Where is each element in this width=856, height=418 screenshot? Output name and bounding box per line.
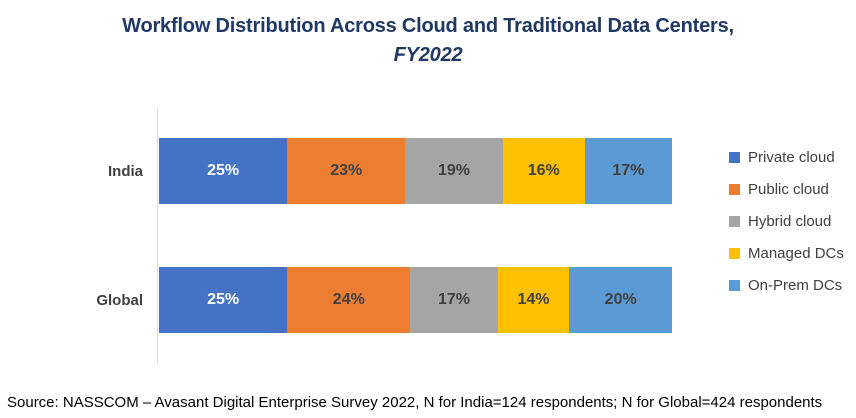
data-label: 17% <box>612 162 645 179</box>
legend-swatch-icon <box>729 279 740 291</box>
legend-swatch-icon <box>729 183 740 195</box>
plot-area: India Global 25% 23% 19% 16% 17% 25% 24% 17% 14% 20… <box>0 108 856 364</box>
legend-label: On-Prem DCs <box>748 276 843 294</box>
source-note: Source: NASSCOM – Avasant Digital Enterp… <box>7 394 823 411</box>
legend-label: Private cloud <box>748 148 835 166</box>
legend-item-hybrid-cloud: Hybrid cloud <box>729 211 844 231</box>
legend-label: Public cloud <box>748 180 829 198</box>
legend-item-public-cloud: Public cloud <box>729 179 844 199</box>
legend-swatch-icon <box>729 247 740 259</box>
bar-segment-india-public-cloud: 23% <box>287 138 406 204</box>
legend-item-on-prem-dcs: On-Prem DCs <box>729 275 844 295</box>
bar-segment-global-hybrid-cloud: 17% <box>410 267 498 333</box>
legend-swatch-icon <box>729 151 740 163</box>
category-label-global: Global <box>96 291 143 309</box>
data-label: 16% <box>527 162 560 179</box>
legend-item-managed-dcs: Managed DCs <box>729 243 844 263</box>
stacked-bar-global: 25% 24% 17% 14% 20% <box>159 267 672 333</box>
legend: Private cloud Public cloud Hybrid cloud Man… <box>729 147 844 295</box>
bar-segment-global-managed-dcs: 14% <box>497 267 570 333</box>
bar-segment-india-private-cloud: 25% <box>159 138 288 204</box>
chart-title-line1: Workflow Distribution Across Cloud and T… <box>122 15 734 37</box>
legend-label: Managed DCs <box>748 244 844 262</box>
chart-title: Workflow Distribution Across Cloud and T… <box>0 12 856 70</box>
bar-segment-global-on-prem-dcs: 20% <box>569 267 672 333</box>
data-label: 17% <box>437 291 470 308</box>
data-label: 25% <box>207 291 240 308</box>
bar-segment-global-private-cloud: 25% <box>159 267 288 333</box>
category-label-india: India <box>107 162 143 180</box>
data-label: 20% <box>604 291 637 308</box>
y-axis-line <box>157 108 158 364</box>
data-label: 14% <box>517 291 550 308</box>
legend-label: Hybrid cloud <box>748 212 832 230</box>
bar-segment-india-managed-dcs: 16% <box>502 138 585 204</box>
legend-item-private-cloud: Private cloud <box>729 147 844 167</box>
bar-segment-india-hybrid-cloud: 19% <box>405 138 503 204</box>
stacked-bar-india: 25% 23% 19% 16% 17% <box>159 138 672 204</box>
bar-segment-india-on-prem-dcs: 17% <box>584 138 672 204</box>
chart-title-line2: FY2022 <box>393 44 463 66</box>
data-label: 25% <box>207 162 240 179</box>
data-label: 24% <box>332 291 365 308</box>
legend-swatch-icon <box>729 215 740 227</box>
data-label: 23% <box>330 162 363 179</box>
bar-segment-global-public-cloud: 24% <box>287 267 411 333</box>
data-label: 19% <box>437 162 470 179</box>
